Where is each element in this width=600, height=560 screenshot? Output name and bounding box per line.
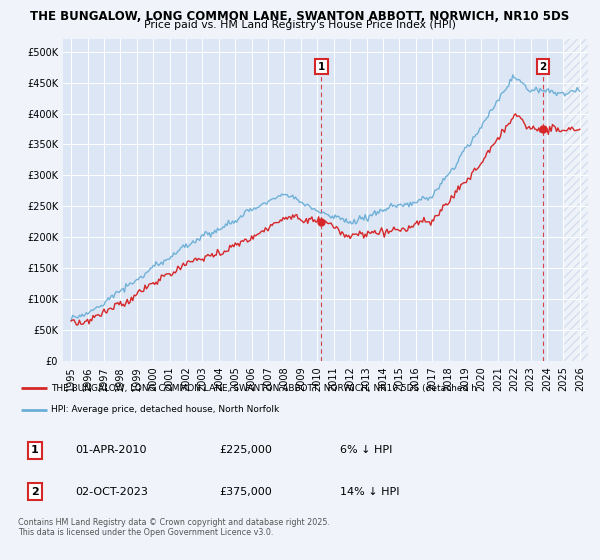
Text: 14% ↓ HPI: 14% ↓ HPI <box>340 487 400 497</box>
Text: Price paid vs. HM Land Registry's House Price Index (HPI): Price paid vs. HM Land Registry's House … <box>144 20 456 30</box>
Text: 2: 2 <box>539 62 547 72</box>
Text: HPI: Average price, detached house, North Norfolk: HPI: Average price, detached house, Nort… <box>51 405 280 414</box>
Text: THE BUNGALOW, LONG COMMON LANE, SWANTON ABBOTT, NORWICH, NR10 5DS (detached h: THE BUNGALOW, LONG COMMON LANE, SWANTON … <box>51 384 477 393</box>
Text: 2: 2 <box>31 487 39 497</box>
Text: 6% ↓ HPI: 6% ↓ HPI <box>340 445 392 455</box>
Text: £375,000: £375,000 <box>220 487 272 497</box>
Text: 02-OCT-2023: 02-OCT-2023 <box>76 487 148 497</box>
Text: £225,000: £225,000 <box>220 445 272 455</box>
Text: 1: 1 <box>318 62 325 72</box>
Text: 1: 1 <box>31 445 39 455</box>
Text: THE BUNGALOW, LONG COMMON LANE, SWANTON ABBOTT, NORWICH, NR10 5DS: THE BUNGALOW, LONG COMMON LANE, SWANTON … <box>31 10 569 23</box>
Text: Contains HM Land Registry data © Crown copyright and database right 2025.
This d: Contains HM Land Registry data © Crown c… <box>18 518 330 538</box>
Text: 01-APR-2010: 01-APR-2010 <box>76 445 147 455</box>
